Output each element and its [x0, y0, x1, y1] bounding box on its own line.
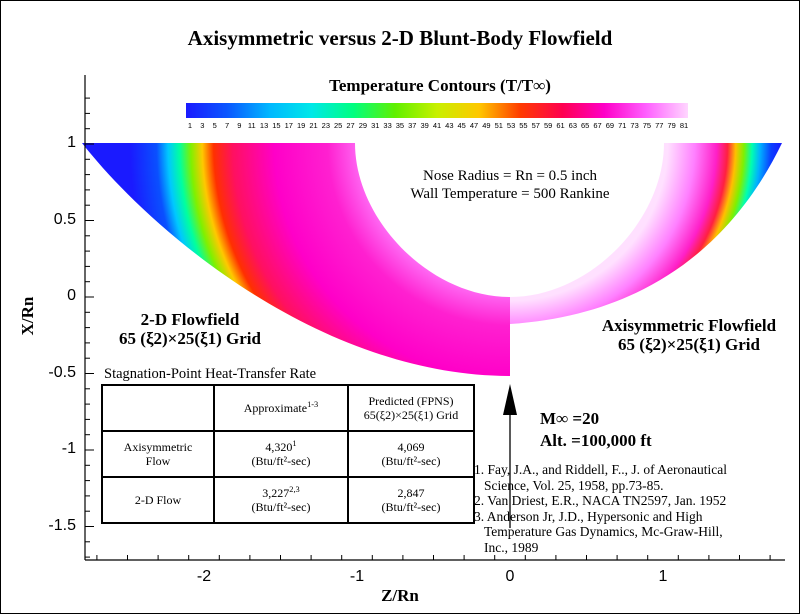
freestream-arrow [503, 384, 517, 528]
colorbar-tick-label: 3 [200, 121, 205, 130]
colorbar-tick-label: 71 [618, 121, 627, 130]
colorbar-tick-label: 9 [237, 121, 242, 130]
y-tick-label: -1 [61, 440, 76, 457]
colorbar-tick-label: 23 [321, 121, 331, 130]
nose-radius-label: Nose Radius = Rn = 0.5 inch [423, 168, 597, 184]
colorbar-tick-label: 5 [212, 121, 217, 130]
colorbar-tick-label: 1 [187, 121, 193, 130]
colorbar-tick-label: 79 [667, 121, 676, 130]
heat-transfer-table: Approximate1-3 Predicted (FPNS) 65(ξ2)×25… [101, 384, 475, 524]
colorbar-tick-label: 81 [679, 121, 689, 130]
flowfield-2d-label: 2-D Flowfield 65 (ξ2)×25(ξ1) Grid [119, 310, 261, 348]
approximate-value: 4,3201 (Btu/ft²-sec) [213, 430, 349, 478]
reference-line: Science, Vol. 25, 1958, pp.73-85. [484, 477, 664, 493]
x-tick-label: -1 [349, 568, 365, 585]
flowfield-axisymmetric-region [510, 143, 782, 324]
colorbar-tick-label: 25 [334, 121, 343, 130]
reference-line: 2. Van Driest, E.R., NACA TN2597, Jan. 1… [474, 493, 727, 508]
colorbar-title: Temperature Contours (T/T∞) [329, 76, 551, 95]
wall-temperature-label: Wall Temperature = 500 Rankine [410, 186, 610, 202]
chart-title: Axisymmetric versus 2-D Blunt-Body Flowf… [187, 26, 613, 50]
y-tick-label: -1.5 [48, 516, 76, 534]
axis-ticks [85, 97, 771, 560]
colorbar-tick-label: 7 [224, 121, 230, 130]
colorbar-tick-label: 37 [408, 121, 417, 130]
colorbar-tick-label: 15 [272, 121, 281, 130]
colorbar-tick-label: 49 [482, 121, 491, 130]
colorbar-tick-label: 61 [556, 121, 565, 130]
altitude: Alt. =100,000 ft [540, 431, 652, 450]
references: 1. Fay, J.A., and Riddell, F.., J. of Ae… [474, 462, 727, 555]
colorbar-tick-label: 35 [395, 121, 405, 130]
colorbar-tick-label: 57 [531, 121, 540, 130]
colorbar-tick-label: 31 [371, 121, 380, 130]
colorbar-tick-label: 39 [420, 121, 429, 130]
colorbar-tick-label: 41 [432, 121, 442, 130]
colorbar-tick-label: 59 [543, 121, 553, 130]
table-row: Axisymmetric Flow 4,3201 (Btu/ft²-sec) 4,0… [101, 430, 475, 478]
table-header-approximate: Approximate1-3 [213, 384, 349, 432]
predicted-value: 2,847 (Btu/ft²-sec) [347, 476, 475, 524]
colorbar-tick-label: 51 [494, 121, 503, 130]
flowfield-2d-region [82, 143, 510, 376]
y-tick-label: -0.5 [48, 363, 76, 381]
y-tick-label: 0 [67, 287, 76, 304]
colorbar-tick-label: 65 [581, 121, 590, 130]
colorbar-tick-label: 11 [247, 121, 256, 130]
flowfield-axisymmetric-label: Axisymmetric Flowfield 65 (ξ2)×25(ξ1) Gr… [601, 316, 777, 354]
x-tick-label: -2 [196, 568, 212, 585]
colorbar-tick-label: 45 [457, 121, 466, 130]
reference-line: Temperature Gas Dynamics, Mc-Graw-Hill, [484, 524, 723, 539]
row-label: Axisymmetric Flow [101, 430, 215, 478]
reference-line: 1. Fay, J.A., and Riddell, F.., J. of Ae… [474, 462, 728, 477]
reference-line: 3. Anderson Jr, J.D., Hypersonic and Hig… [474, 508, 703, 524]
y-tick-label: 0.5 [53, 210, 76, 228]
approximate-value: 3,2272,3 (Btu/ft²-sec) [213, 476, 349, 524]
table-corner [101, 384, 215, 432]
colorbar-tick-label: 69 [605, 121, 615, 130]
colorbar-tick-label: 17 [284, 121, 293, 130]
colorbar-tick-label: 67 [593, 121, 602, 130]
colorbar-tick-label: 27 [346, 121, 355, 130]
colorbar-tick-label: 29 [358, 121, 368, 130]
table-header-predicted: Predicted (FPNS) 65(ξ2)×25(ξ1) Grid [347, 384, 475, 432]
colorbar-tick-label: 47 [469, 121, 479, 130]
colorbar-tick-label: 53 [506, 121, 516, 130]
colorbar-tick-label: 43 [445, 121, 454, 130]
colorbar-tick-label: 33 [383, 121, 392, 130]
predicted-value: 4,069 (Btu/ft²-sec) [347, 430, 475, 478]
table-row: 2-D Flow 3,2272,3 (Btu/ft²-sec) 2,847 (Btu… [101, 476, 475, 524]
colorbar-tick-label: 63 [568, 121, 578, 130]
y-tick-label: 1 [67, 134, 76, 151]
x-tick-label: 1 [658, 568, 668, 585]
colorbar-tick-label: 75 [642, 121, 652, 130]
colorbar-tick-label: 73 [630, 121, 639, 130]
x-tick-label: 0 [505, 568, 515, 585]
colorbar [186, 103, 688, 118]
colorbar-tick-label: 19 [296, 121, 306, 130]
colorbar-tick-label: 13 [259, 121, 269, 130]
freestream-conditions: M∞ =20 Alt. =100,000 ft [540, 408, 652, 452]
x-axis-label: Z/Rn [381, 586, 419, 605]
colorbar-ticks: 1 3 5 7 9 11 13 15 17 19 21 23 25 27 29 31 33 35 37 39 41 43 4… [186, 121, 688, 131]
reference-line: Inc., 1989 [484, 539, 539, 555]
colorbar-tick-label: 77 [655, 121, 664, 130]
heat-table-title: Stagnation-Point Heat-Transfer Rate [104, 366, 317, 382]
mach-number: M∞ =20 [540, 409, 600, 428]
colorbar-tick-label: 21 [309, 121, 318, 130]
row-label: 2-D Flow [101, 476, 215, 524]
colorbar-tick-label: 55 [519, 121, 528, 130]
